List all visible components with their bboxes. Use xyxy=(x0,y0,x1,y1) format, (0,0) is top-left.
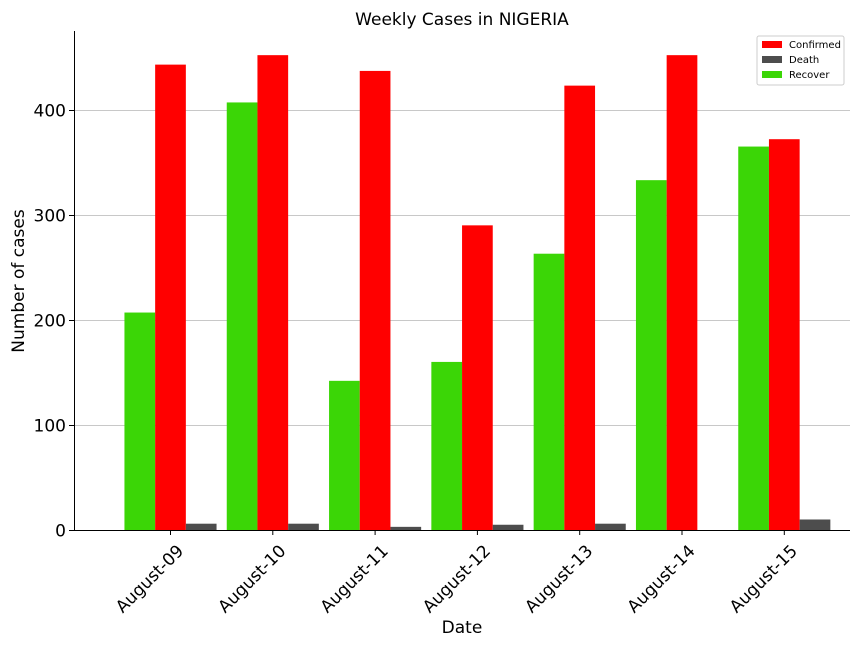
y-axis-label: Number of cases xyxy=(9,209,29,353)
bar-recover-august-15 xyxy=(738,146,769,530)
bar-recover-august-09 xyxy=(124,312,156,530)
legend-swatch-confirmed xyxy=(762,41,782,48)
bar-death-august-10 xyxy=(288,523,319,530)
y-tick-label: 100 xyxy=(34,417,66,437)
bar-confirmed-august-09 xyxy=(155,64,186,531)
legend-swatch-recover xyxy=(762,71,782,78)
bar-recover-august-13 xyxy=(533,253,565,530)
bar-confirmed-august-11 xyxy=(359,70,391,531)
bar-confirmed-august-10 xyxy=(257,55,289,530)
legend-swatch-death xyxy=(762,56,782,63)
bar-confirmed-august-14 xyxy=(666,55,698,530)
bar-death-august-09 xyxy=(185,523,217,530)
bar-confirmed-august-12 xyxy=(462,225,493,530)
bar-death-august-13 xyxy=(595,523,626,530)
x-ticks: August-09 August-10 August-11 August-12 Augu… xyxy=(112,530,802,617)
legend: Confirmed Death Recover xyxy=(756,35,845,86)
x-tick-label: August-12 xyxy=(419,541,495,617)
x-tick-label: August-09 xyxy=(112,541,188,617)
y-tick-label: 0 xyxy=(55,522,66,542)
legend-label-confirmed: Confirmed xyxy=(789,40,841,51)
bar-death-august-12 xyxy=(492,524,524,530)
legend-label-death: Death xyxy=(789,55,819,66)
x-tick-label: August-15 xyxy=(726,541,802,617)
bar-death-august-11 xyxy=(390,526,422,530)
bar-recover-august-12 xyxy=(431,361,463,530)
chart-title: Weekly Cases in NIGERIA xyxy=(355,10,569,30)
x-tick-label: August-14 xyxy=(624,541,700,617)
x-tick-label: August-10 xyxy=(214,541,290,617)
bars xyxy=(124,55,831,531)
legend-label-recover: Recover xyxy=(789,70,830,81)
x-tick-label: August-11 xyxy=(317,541,393,617)
bar-recover-august-10 xyxy=(226,102,258,530)
bar-confirmed-august-13 xyxy=(564,85,596,530)
y-ticks: 0 100 200 300 400 xyxy=(34,102,74,542)
bar-recover-august-14 xyxy=(635,180,667,531)
x-axis-label: Date xyxy=(442,618,483,638)
x-tick-label: August-13 xyxy=(521,541,597,617)
y-tick-label: 400 xyxy=(34,102,66,122)
axes xyxy=(74,31,850,531)
y-tick-label: 300 xyxy=(34,207,66,227)
bar-death-august-15 xyxy=(799,519,831,530)
bar-recover-august-11 xyxy=(329,380,360,530)
y-tick-label: 200 xyxy=(34,312,66,332)
bar-confirmed-august-15 xyxy=(768,139,800,530)
